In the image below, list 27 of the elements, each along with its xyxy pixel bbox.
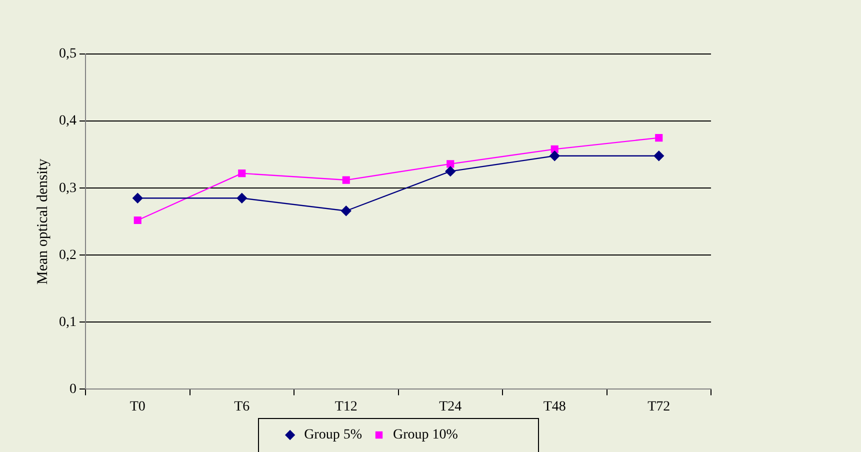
point: [132, 193, 143, 204]
legend-label: Group 5%: [304, 428, 362, 443]
y-tick-label: 0,5: [59, 46, 76, 62]
y-axis-title: Mean optical density: [34, 158, 51, 285]
x-tick-label: T24: [439, 399, 462, 414]
point: [341, 206, 352, 216]
point: [238, 170, 246, 178]
point: [654, 150, 664, 161]
y-tick-label: 0,4: [59, 114, 76, 129]
x-tick-label: T72: [648, 399, 670, 414]
point: [655, 134, 663, 142]
point: [446, 160, 454, 168]
y-tick-label: 0,3: [59, 180, 76, 196]
x-tick-label: T12: [334, 399, 358, 414]
point: [550, 145, 558, 153]
x-tick-label: T48: [543, 399, 566, 414]
x-tick-label: T0: [130, 399, 146, 414]
y-tick-label: 0,1: [59, 314, 76, 330]
point: [236, 193, 247, 204]
legend-label: Group 10%: [393, 428, 458, 443]
x-tick-label: T6: [234, 399, 250, 414]
point: [445, 166, 456, 176]
y-tick-label: 0,2: [59, 248, 76, 263]
point: [550, 150, 560, 161]
point: [342, 176, 350, 184]
y-tick-label: 0: [70, 382, 76, 397]
point: [134, 216, 142, 224]
